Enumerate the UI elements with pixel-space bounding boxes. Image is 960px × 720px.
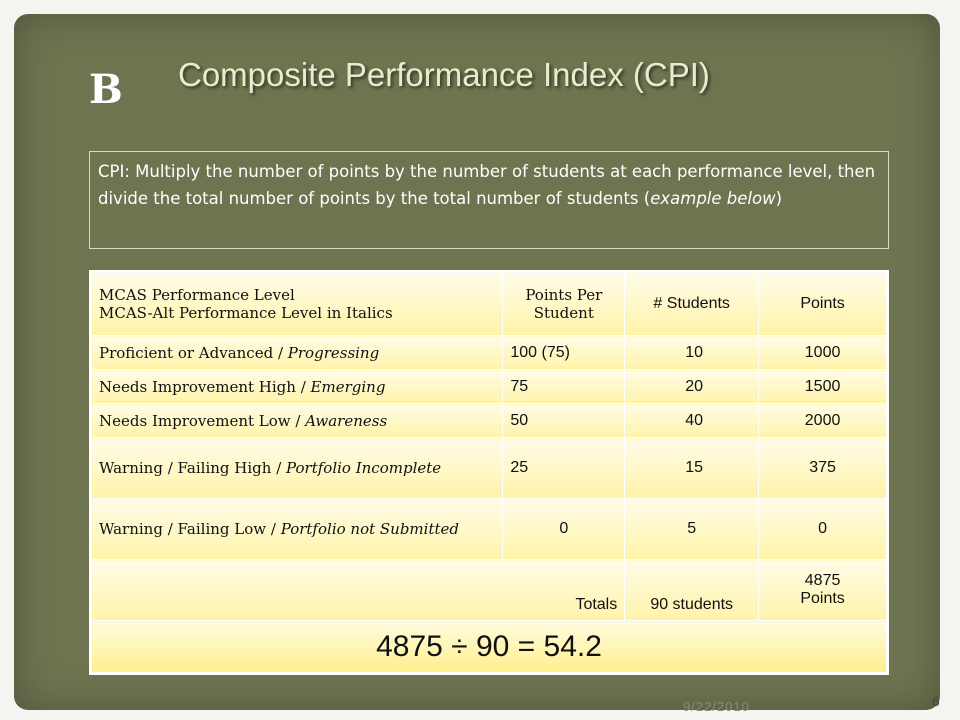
cpi-equation: 4875 ÷ 90 = 54.2: [91, 620, 887, 673]
slide-title: Composite Performance Index (CPI): [178, 56, 710, 93]
header-points: Points: [758, 272, 887, 336]
row-level: Warning / Failing Low / Portfolio not Su…: [90, 498, 504, 560]
row-students: 40: [624, 403, 760, 438]
equation-row: 4875 ÷ 90 = 54.2: [91, 620, 887, 673]
header-level-line2: MCAS-Alt Performance Level in Italics: [99, 304, 393, 322]
level-label: Needs Improvement Low /: [99, 411, 306, 430]
row-level: Warning / Failing High / Portfolio Incom…: [90, 437, 504, 499]
definition-text: CPI: Multiply the number of points by th…: [98, 162, 876, 208]
footer-date: 9/22/2010: [683, 699, 750, 714]
level-label: Warning / Failing High /: [99, 459, 287, 477]
header-students: # Students: [624, 272, 760, 336]
level-label: Needs Improvement High /: [99, 377, 311, 396]
level-alt-label: Emerging: [310, 377, 386, 396]
cpi-table: MCAS Performance Level MCAS-Alt Performa…: [90, 272, 887, 673]
table-row: Proficient or Advanced / Progressing 100…: [90, 335, 887, 370]
table-row: Needs Improvement Low / Awareness 50 40 …: [90, 403, 887, 438]
cpi-table-container: MCAS Performance Level MCAS-Alt Performa…: [89, 270, 889, 675]
totals-points: 4875 Points: [758, 559, 887, 621]
row-pps: 50: [502, 403, 626, 438]
header-points-per-student: Points Per Student: [502, 272, 626, 336]
table-header-row: MCAS Performance Level MCAS-Alt Performa…: [90, 272, 887, 336]
definition-italic: example below: [650, 189, 776, 208]
table-row: Needs Improvement High / Emerging 75 20 …: [90, 369, 887, 404]
row-points: 375: [758, 437, 887, 499]
row-pps: 100 (75): [502, 335, 626, 370]
level-alt-label: Awareness: [305, 411, 388, 430]
totals-students: 90 students: [624, 559, 760, 621]
table-row: Warning / Failing Low / Portfolio not Su…: [90, 498, 887, 560]
level-alt-label: Portfolio Incomplete: [286, 459, 442, 477]
row-pps: 25: [502, 437, 626, 499]
totals-points-unit: Points: [800, 590, 845, 607]
totals-points-value: 4875: [804, 572, 841, 589]
row-points: 1500: [758, 369, 887, 404]
row-pps: 0: [502, 498, 626, 560]
row-students: 10: [624, 335, 760, 370]
row-students: 15: [624, 437, 760, 499]
row-students: 20: [624, 369, 760, 404]
row-points: 2000: [758, 403, 887, 438]
row-points: 1000: [758, 335, 887, 370]
level-alt-label: Progressing: [287, 343, 380, 362]
totals-row: Totals 90 students 4875 Points: [90, 559, 887, 621]
table-row: Warning / Failing High / Portfolio Incom…: [90, 437, 887, 499]
row-level: Proficient or Advanced / Progressing: [90, 335, 504, 370]
page-number: 6: [932, 693, 940, 709]
definition-box: CPI: Multiply the number of points by th…: [89, 151, 889, 249]
level-label: Warning / Failing Low /: [99, 520, 281, 538]
header-level-line1: MCAS Performance Level: [99, 286, 295, 304]
header-level: MCAS Performance Level MCAS-Alt Performa…: [90, 272, 504, 336]
level-label: Proficient or Advanced /: [99, 343, 288, 362]
definition-end: ): [775, 189, 783, 208]
row-level: Needs Improvement High / Emerging: [90, 369, 504, 404]
section-letter: B: [89, 66, 124, 113]
row-pps: 75: [502, 369, 626, 404]
row-students: 5: [624, 498, 760, 560]
row-level: Needs Improvement Low / Awareness: [90, 403, 504, 438]
totals-label: Totals: [90, 559, 626, 621]
row-points: 0: [758, 498, 887, 560]
level-alt-label: Portfolio not Submitted: [280, 520, 459, 538]
